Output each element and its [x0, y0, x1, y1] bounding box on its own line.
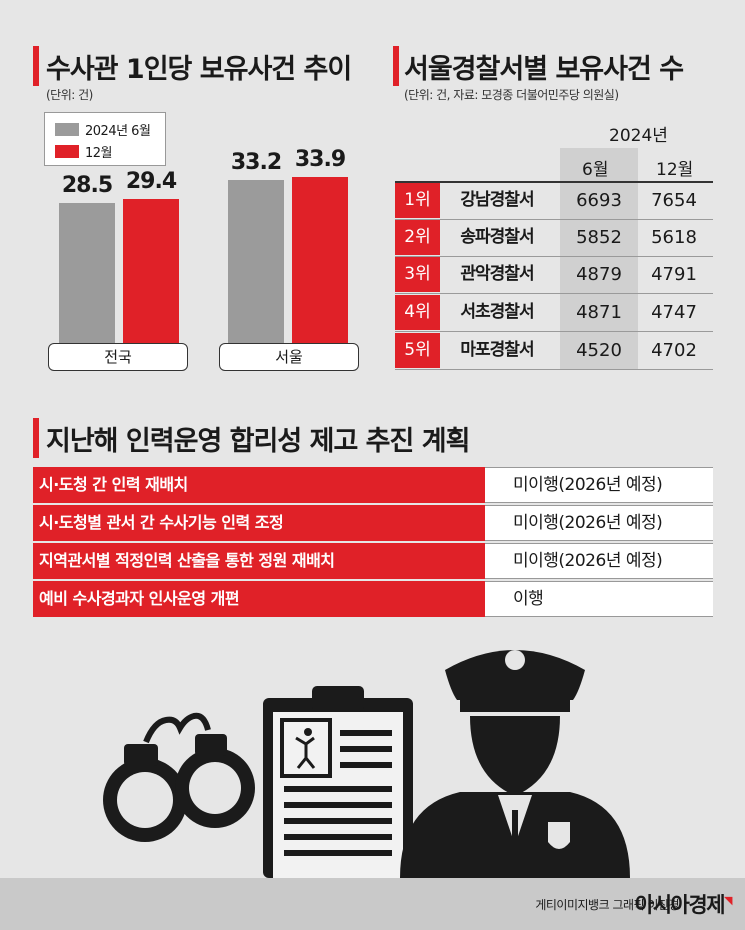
category-label-seoul: 서울 [219, 343, 359, 371]
bar-value-label: 33.9 [294, 146, 346, 172]
plan-status: 미이행(2026년 예정) [485, 467, 713, 503]
rank-badge: 3위 [395, 257, 440, 292]
clipboard-icon [263, 686, 413, 878]
june-column-shade [560, 148, 638, 370]
station-name: 서초경찰서 [460, 302, 534, 322]
dec-value: 4747 [651, 302, 697, 323]
dec-value: 4791 [651, 264, 697, 285]
bar-value-label: 33.2 [230, 150, 282, 176]
title-accent-bar [393, 46, 399, 86]
legend-label: 2024년 6월 [85, 124, 151, 139]
bar-value-label: 28.5 [61, 173, 113, 199]
dec-value: 7654 [651, 190, 697, 211]
plan-task: 예비 수사경과자 인사운영 개편 [33, 581, 485, 617]
legend-item-12: 12월 [55, 142, 113, 161]
bar [228, 180, 284, 343]
right-table-title: 서울경찰서별 보유사건 수 [404, 54, 684, 85]
legend-swatch-red [55, 145, 79, 158]
dec-value: 5618 [651, 227, 697, 248]
plans-title: 지난해 인력운영 합리성 제고 추진 계획 [46, 426, 470, 457]
plan-row: 지역관서별 적정인력 산출을 통한 정원 재배치 미이행(2026년 예정) [33, 543, 713, 579]
plan-status: 이행 [485, 581, 713, 617]
brand-mark-icon: ◥ [724, 894, 732, 907]
category-label-nation: 전국 [48, 343, 188, 371]
footer-credit: 게티이미지뱅크 그래픽 이진경 [535, 898, 679, 912]
legend-item-2024-06: 2024년 6월 [55, 120, 151, 139]
table-header-divider [395, 181, 713, 183]
police-officer-icon [400, 650, 630, 878]
right-table-unit: (단위: 건, 자료: 모경종 더불어민주당 의원실) [404, 88, 619, 102]
rank-badge: 4위 [395, 295, 440, 330]
bar [59, 203, 115, 343]
title-accent-bar [33, 418, 39, 458]
june-value: 4879 [576, 264, 622, 285]
rank-badge: 1위 [395, 183, 440, 218]
bar [123, 198, 179, 343]
plan-status: 미이행(2026년 예정) [485, 505, 713, 541]
table-row: 4위 서초경찰서 4871 4747 [395, 295, 713, 332]
june-value: 6693 [576, 190, 622, 211]
dec-value: 4702 [651, 340, 697, 361]
brand-logo: 아시아경제◥ [634, 889, 733, 919]
station-name: 송파경찰서 [460, 227, 534, 247]
legend-swatch-gray [55, 123, 79, 136]
june-value: 4520 [576, 340, 622, 361]
plan-task: 시·도청별 관서 간 수사기능 인력 조정 [33, 505, 485, 541]
table-row: 3위 관악경찰서 4879 4791 [395, 257, 713, 294]
rank-badge: 5위 [395, 333, 440, 368]
left-chart-title: 수사관 1인당 보유사건 추이 [46, 54, 352, 85]
brand-name: 아시아경제 [634, 893, 726, 917]
column-header-dec: 12월 [656, 160, 694, 180]
plan-task: 지역관서별 적정인력 산출을 통한 정원 재배치 [33, 543, 485, 579]
legend-label: 12월 [85, 146, 113, 161]
title-accent-bar [33, 46, 39, 86]
column-header-june: 6월 [582, 160, 609, 180]
table-row: 2위 송파경찰서 5852 5618 [395, 220, 713, 257]
station-name: 강남경찰서 [460, 190, 534, 210]
plan-row: 시·도청별 관서 간 수사기능 인력 조정 미이행(2026년 예정) [33, 505, 713, 541]
plan-row: 시·도청 간 인력 재배치 미이행(2026년 예정) [33, 467, 713, 503]
plan-status: 미이행(2026년 예정) [485, 543, 713, 579]
table-row: 5위 마포경찰서 4520 4702 [395, 333, 713, 370]
plan-task: 시·도청 간 인력 재배치 [33, 467, 485, 503]
chart-legend: 2024년 6월 12월 [44, 112, 166, 166]
bar [292, 176, 348, 343]
table-row: 1위 강남경찰서 6693 7654 [395, 183, 713, 220]
left-chart-unit: (단위: 건) [46, 88, 93, 102]
handcuffs-icon [103, 712, 255, 842]
footer: 게티이미지뱅크 그래픽 이진경 아시아경제◥ [0, 878, 745, 930]
june-value: 5852 [576, 227, 622, 248]
station-name: 관악경찰서 [460, 264, 534, 284]
june-value: 4871 [576, 302, 622, 323]
station-name: 마포경찰서 [460, 340, 534, 360]
bar-value-label: 29.4 [125, 168, 177, 194]
rank-badge: 2위 [395, 220, 440, 255]
plan-row: 예비 수사경과자 인사운영 개편 이행 [33, 581, 713, 617]
table-year-header: 2024년 [609, 126, 668, 146]
illustration [103, 650, 630, 878]
